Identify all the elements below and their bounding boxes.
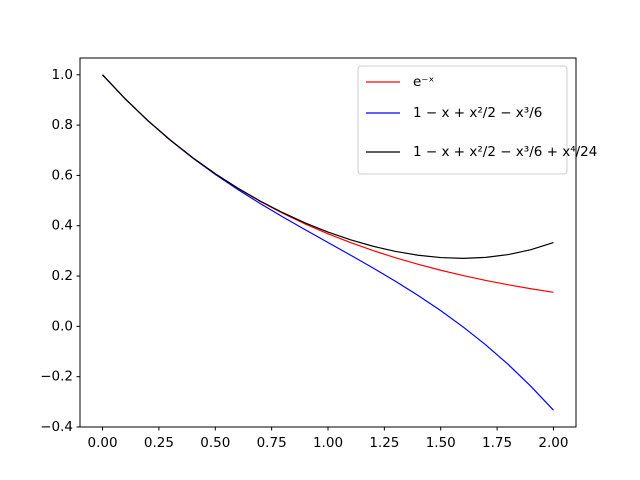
- x-tick-label: 0.75: [257, 435, 287, 451]
- series-line: [102, 74, 554, 259]
- y-tick-label: 0.0: [52, 318, 73, 334]
- x-tick-label: 2.00: [538, 435, 568, 451]
- y-tick-label: 0.8: [52, 117, 73, 133]
- x-tick-label: 1.50: [426, 435, 456, 451]
- y-tick-label: 0.2: [52, 268, 73, 284]
- x-tick-label: 1.00: [313, 435, 343, 451]
- y-tick-label: −0.4: [40, 419, 73, 435]
- legend-box: [357, 65, 568, 175]
- y-tick-label: 0.4: [52, 218, 73, 234]
- legend-label: 1 − x + x²/2 − x³/6: [413, 105, 542, 121]
- legend-label: e⁻ˣ: [413, 74, 434, 90]
- y-tick-label: 1.0: [52, 67, 73, 83]
- y-tick-label: −0.2: [40, 369, 73, 385]
- legend-label: 1 − x + x²/2 − x³/6 + x⁴/24: [413, 144, 597, 160]
- x-tick-label: 1.75: [482, 435, 512, 451]
- y-tick-label: 0.6: [52, 167, 73, 183]
- x-tick-label: 0.50: [200, 435, 230, 451]
- x-tick-label: 0.25: [144, 435, 174, 451]
- x-tick-label: 1.25: [369, 435, 399, 451]
- x-tick-label: 0.00: [88, 435, 118, 451]
